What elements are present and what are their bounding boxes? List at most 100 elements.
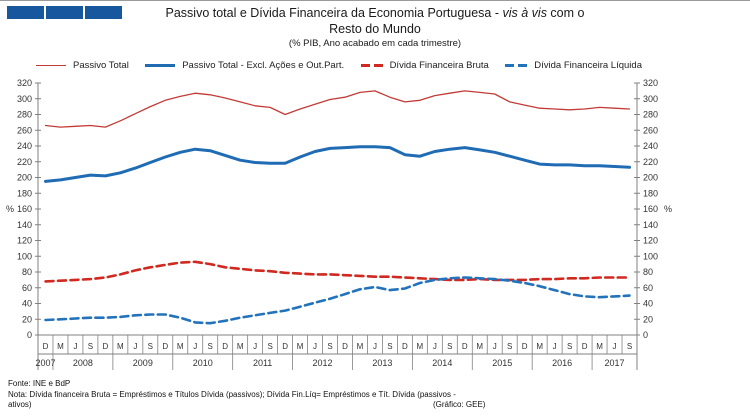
svg-text:J: J xyxy=(433,342,437,351)
svg-text:D: D xyxy=(402,342,408,351)
title-italic-text: vis à vis xyxy=(502,6,547,20)
svg-text:2012: 2012 xyxy=(313,358,333,368)
svg-text:60: 60 xyxy=(643,283,653,293)
svg-text:240: 240 xyxy=(17,141,32,151)
svg-text:240: 240 xyxy=(643,141,658,151)
chart-title-block: Passivo total e Dívida Financeira da Eco… xyxy=(0,5,750,50)
svg-text:80: 80 xyxy=(22,267,32,277)
svg-text:20: 20 xyxy=(22,314,32,324)
svg-text:M: M xyxy=(177,342,184,351)
svg-text:160: 160 xyxy=(17,204,32,214)
solid-line-swatch-icon xyxy=(36,64,66,67)
svg-text:M: M xyxy=(117,342,124,351)
svg-text:J: J xyxy=(253,342,257,351)
dashed-line-swatch-icon xyxy=(360,64,383,67)
svg-text:2011: 2011 xyxy=(253,358,272,368)
svg-text:S: S xyxy=(327,342,332,351)
svg-text:200: 200 xyxy=(17,173,32,183)
svg-text:J: J xyxy=(193,342,197,351)
series-line-0 xyxy=(44,90,631,128)
line-chart: 0 0 20 20 40 40 60 60 80 80 100 100 120 120 140 140 160 1… xyxy=(6,78,672,370)
svg-text:100: 100 xyxy=(17,251,32,261)
svg-text:2010: 2010 xyxy=(193,358,213,368)
svg-text:2007: 2007 xyxy=(35,358,55,368)
svg-text:80: 80 xyxy=(643,267,653,277)
source-note: Fonte: INE e BdP xyxy=(8,379,71,388)
svg-text:J: J xyxy=(133,342,137,351)
dashed-line-swatch-icon xyxy=(505,64,528,67)
chart-legend: Passivo Total Passivo Total - Excl. Ações… xyxy=(36,60,642,71)
svg-text:2016: 2016 xyxy=(552,358,572,368)
svg-text:D: D xyxy=(222,342,228,351)
svg-text:2013: 2013 xyxy=(372,358,392,368)
page-title-line2: Resto do Mundo xyxy=(329,22,421,36)
svg-text:J: J xyxy=(313,342,317,351)
svg-text:280: 280 xyxy=(17,110,32,120)
page-title: Passivo total e Dívida Financeira da Eco… xyxy=(0,5,750,21)
svg-text:S: S xyxy=(627,342,632,351)
svg-text:M: M xyxy=(476,342,483,351)
svg-text:M: M xyxy=(596,342,603,351)
svg-text:260: 260 xyxy=(17,125,32,135)
svg-text:320: 320 xyxy=(17,78,32,88)
legend-label: Passivo Total - Excl. Ações e Out.Part. xyxy=(182,60,345,71)
svg-text:2017: 2017 xyxy=(605,358,625,368)
svg-text:M: M xyxy=(417,342,424,351)
svg-text:180: 180 xyxy=(17,188,32,198)
svg-text:D: D xyxy=(102,342,108,351)
footnote-line2: ativos) xyxy=(8,400,32,409)
svg-text:100: 100 xyxy=(643,251,658,261)
svg-text:D: D xyxy=(342,342,348,351)
svg-text:2008: 2008 xyxy=(73,358,93,368)
solid-line-swatch-icon xyxy=(145,64,176,67)
svg-text:D: D xyxy=(282,342,288,351)
legend-label: Dívida Financeira Líquida xyxy=(534,60,642,71)
legend-label: Passivo Total xyxy=(73,60,129,71)
grafico-credit: (Gráfico: GEE) xyxy=(433,400,486,409)
title-text: Passivo total e Dívida Financeira da Eco… xyxy=(165,6,503,20)
svg-text:M: M xyxy=(57,342,64,351)
svg-text:D: D xyxy=(43,342,49,351)
svg-text:S: S xyxy=(567,342,572,351)
svg-text:220: 220 xyxy=(643,157,658,167)
svg-text:M: M xyxy=(237,342,244,351)
svg-text:J: J xyxy=(73,342,77,351)
title-text: com o xyxy=(546,6,585,20)
svg-text:2009: 2009 xyxy=(133,358,153,368)
svg-text:S: S xyxy=(387,342,392,351)
svg-text:M: M xyxy=(297,342,304,351)
svg-text:S: S xyxy=(208,342,213,351)
svg-text:J: J xyxy=(373,342,377,351)
svg-text:260: 260 xyxy=(643,125,658,135)
legend-item: Passivo Total xyxy=(36,60,129,71)
legend-label: Dívida Financeira Bruta xyxy=(389,60,489,71)
svg-text:280: 280 xyxy=(643,110,658,120)
svg-text:40: 40 xyxy=(643,299,653,309)
svg-text:S: S xyxy=(447,342,452,351)
page-subtitle: (% PIB, Ano acabado em cada trimestre) xyxy=(288,38,462,49)
svg-text:220: 220 xyxy=(17,157,32,167)
svg-text:320: 320 xyxy=(643,78,658,88)
logo-square-icon xyxy=(85,6,122,19)
svg-text:2015: 2015 xyxy=(492,358,512,368)
svg-text:0: 0 xyxy=(643,330,648,340)
svg-text:140: 140 xyxy=(643,220,658,230)
series-line-1 xyxy=(44,145,631,183)
svg-text:M: M xyxy=(536,342,543,351)
svg-text:S: S xyxy=(88,342,93,351)
series-line-2 xyxy=(44,260,631,283)
svg-text:D: D xyxy=(162,342,168,351)
chart-footer: Fonte: INE e BdP Nota: Dívida financeira… xyxy=(8,379,653,411)
svg-text:S: S xyxy=(148,342,153,351)
svg-text:%: % xyxy=(664,204,672,214)
svg-text:D: D xyxy=(462,342,468,351)
logo-squares xyxy=(7,6,122,19)
svg-text:300: 300 xyxy=(17,94,32,104)
svg-text:J: J xyxy=(613,342,617,351)
legend-item: Dívida Financeira Líquida xyxy=(505,60,642,71)
svg-text:%: % xyxy=(6,204,14,214)
svg-text:S: S xyxy=(267,342,272,351)
svg-text:D: D xyxy=(522,342,528,351)
legend-item: Dívida Financeira Bruta xyxy=(360,60,489,71)
logo-square-icon xyxy=(46,6,83,19)
